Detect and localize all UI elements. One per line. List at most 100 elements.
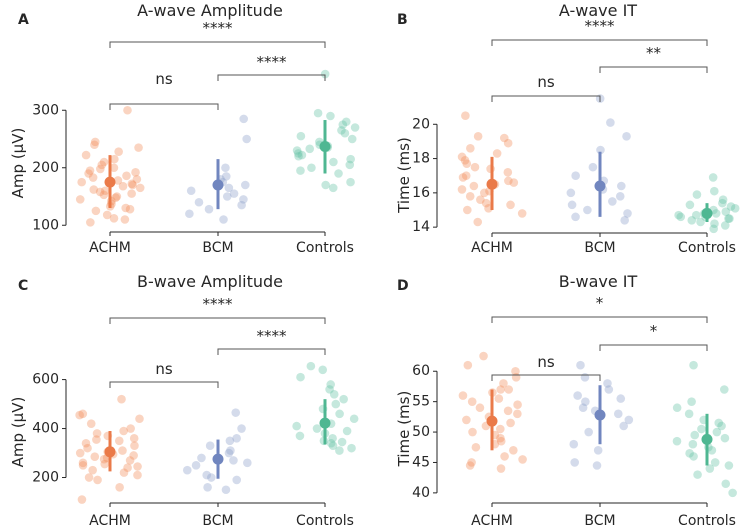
data-point xyxy=(697,424,706,434)
data-point xyxy=(622,131,631,141)
data-point xyxy=(75,410,84,420)
data-point xyxy=(503,406,513,416)
data-point xyxy=(75,195,85,204)
data-point xyxy=(580,373,590,382)
data-point xyxy=(225,436,235,446)
data-point xyxy=(81,438,91,448)
significance-label: **** xyxy=(203,19,234,37)
data-point xyxy=(620,215,629,225)
y-tick-label: 60 xyxy=(412,363,430,379)
data-point xyxy=(465,191,475,201)
data-point xyxy=(191,460,201,470)
y-tick-label: 200 xyxy=(32,470,59,486)
data-point xyxy=(593,446,603,455)
data-point xyxy=(185,209,194,219)
significance-label: ns xyxy=(155,360,173,378)
data-point xyxy=(506,200,515,210)
data-point xyxy=(573,391,582,400)
panel-letter: B xyxy=(397,12,408,28)
bracket-line xyxy=(109,381,219,388)
significance-bracket: ns xyxy=(491,73,601,102)
data-point xyxy=(687,397,696,406)
data-point xyxy=(102,210,112,220)
data-point xyxy=(672,403,682,413)
data-point xyxy=(513,409,522,419)
data-point xyxy=(467,397,477,406)
data-point xyxy=(725,214,734,223)
data-point xyxy=(571,171,580,181)
y-tick-label: 14 xyxy=(412,219,430,235)
data-point xyxy=(325,385,334,394)
data-point xyxy=(224,448,234,458)
data-point xyxy=(570,458,580,467)
data-point xyxy=(297,150,307,160)
data-point xyxy=(581,397,590,406)
series-controls xyxy=(292,361,359,455)
data-point xyxy=(690,430,700,440)
data-point xyxy=(221,163,230,173)
data-point xyxy=(326,111,335,121)
data-point xyxy=(239,195,248,204)
data-point xyxy=(75,448,85,458)
data-point xyxy=(708,173,718,182)
data-point xyxy=(115,483,124,492)
data-point xyxy=(496,433,505,443)
data-point xyxy=(720,221,730,230)
significance-label: * xyxy=(650,322,658,340)
bracket-line xyxy=(599,66,708,73)
panel-B: B A-wave IT Time (ms) 14 16 18 20 ACHM BCM Contro… xyxy=(395,1,740,256)
mean-marker xyxy=(701,433,713,445)
data-point xyxy=(341,117,351,127)
significance-label: **** xyxy=(257,53,288,71)
data-point xyxy=(689,452,698,461)
chart-title: A-wave Amplitude xyxy=(137,1,283,20)
panel-letter: D xyxy=(397,278,409,294)
mean-marker xyxy=(486,178,498,190)
data-point xyxy=(623,209,632,218)
data-point xyxy=(458,173,468,182)
data-point xyxy=(296,372,305,382)
data-point xyxy=(232,475,242,485)
bracket-line xyxy=(491,39,708,46)
y-tick-label: 45 xyxy=(412,454,430,470)
data-point xyxy=(707,446,717,455)
data-point xyxy=(588,162,598,172)
data-point xyxy=(135,414,144,424)
significance-label: * xyxy=(596,294,604,312)
data-point xyxy=(709,224,718,234)
data-point xyxy=(469,181,479,191)
data-point xyxy=(517,209,527,218)
data-point xyxy=(93,475,102,485)
series-achm xyxy=(458,351,527,473)
data-point xyxy=(202,470,212,480)
data-point xyxy=(709,186,719,196)
data-point xyxy=(481,198,491,208)
data-point xyxy=(96,164,105,174)
data-point xyxy=(123,463,132,473)
data-point xyxy=(123,105,132,115)
significance-bracket: ns xyxy=(109,360,219,388)
significance-label: ** xyxy=(646,44,662,62)
y-tick-label: 16 xyxy=(412,185,430,201)
series-bcm xyxy=(569,360,634,470)
significance-label: ns xyxy=(537,73,555,91)
x-tick-label: BCM xyxy=(584,240,615,256)
significance-label: **** xyxy=(203,295,234,313)
data-point xyxy=(222,192,232,201)
data-point xyxy=(128,180,137,190)
data-point xyxy=(687,215,697,225)
y-tick-label: 40 xyxy=(412,485,430,501)
data-point xyxy=(120,215,130,224)
significance-bracket: **** xyxy=(491,17,708,46)
data-point xyxy=(131,168,140,177)
data-point xyxy=(347,443,356,453)
data-point xyxy=(496,424,505,434)
data-point xyxy=(90,137,100,147)
mean-marker xyxy=(319,417,331,429)
y-axis-label: Time (ms) xyxy=(395,391,413,468)
data-point xyxy=(240,180,250,190)
data-point xyxy=(118,446,127,455)
x-tick-label: ACHM xyxy=(89,513,131,529)
significance-bracket: ns xyxy=(491,353,601,381)
